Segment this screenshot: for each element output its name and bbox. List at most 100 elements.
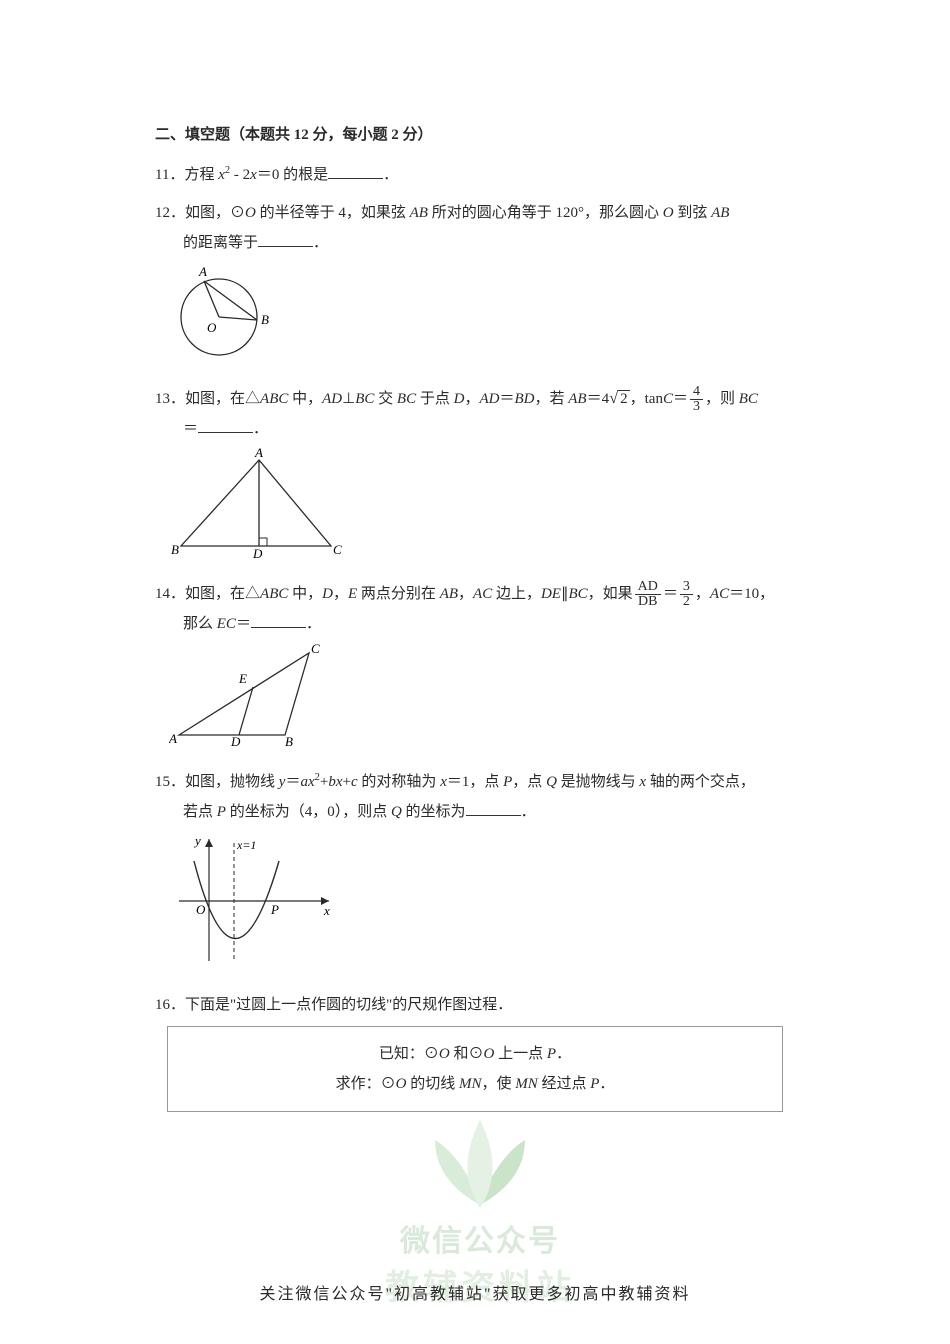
q13-t9: ＝4: [587, 391, 610, 407]
svg-text:B: B: [171, 542, 179, 557]
q12-fig-A: A: [198, 264, 207, 279]
q15-t4: ＝1，点: [447, 774, 503, 790]
svg-text:C: C: [333, 542, 342, 557]
question-12: 12．如图，⊙O 的半径等于 4，如果弦 AB 所对的圆心角等于 120°，那么…: [155, 198, 795, 373]
q14-t8: ，如果: [588, 586, 633, 602]
q13-BC1: BC: [355, 391, 374, 407]
q12-num: 12．: [155, 205, 185, 221]
q14-D: D: [322, 586, 333, 602]
q13-t11: ＝: [673, 391, 688, 407]
q14-t9: ＝: [663, 586, 678, 602]
q11-x1: x: [218, 167, 225, 183]
q15-Q2: Q: [391, 804, 402, 820]
q14-BC: BC: [568, 586, 587, 602]
q11-x2: x: [250, 167, 257, 183]
svg-text:A: A: [254, 448, 263, 460]
q14-AC2: AC: [710, 586, 729, 602]
question-14: 14．如图，在△ABC 中，D，E 两点分别在 AB，AC 边上，DE∥BC，如…: [155, 579, 795, 759]
q12-fig-B: B: [261, 312, 269, 327]
q13-frac: 43: [690, 385, 703, 414]
q13-t6: ，: [464, 391, 479, 407]
watermark-line1: 微信公众号: [300, 1216, 660, 1260]
q14-AB: AB: [440, 586, 458, 602]
q14-figure: A D B E C: [169, 643, 795, 759]
q13-num: 13．: [155, 391, 185, 407]
q14-f1n: AD: [635, 580, 661, 595]
page-content: 二、填空题（本题共 12 分，每小题 2 分） 11．方程 x2 - 2x＝0 …: [0, 0, 950, 1180]
section-title: 二、填空题（本题共 12 分，每小题 2 分）: [155, 120, 795, 150]
question-15: 15．如图，抛物线 y＝ax2+bx+c 的对称轴为 x＝1，点 P，点 Q 是…: [155, 767, 795, 982]
q14-f2d: 2: [680, 595, 693, 609]
q14-num: 14．: [155, 586, 185, 602]
q13-blank: [198, 418, 253, 433]
svg-text:y: y: [193, 833, 201, 848]
q13-frac-num: 4: [690, 385, 703, 400]
q13-t7: ＝: [499, 391, 514, 407]
q15-t3: 的对称轴为: [358, 774, 441, 790]
q14-t5: ，: [458, 586, 473, 602]
q13-BC2: BC: [397, 391, 416, 407]
q15-num: 15．: [155, 774, 185, 790]
q14-DE: DE: [541, 586, 561, 602]
q12-t2: 的半径等于 4，如果弦: [256, 205, 410, 221]
q13-t1: 如图，在△: [185, 391, 260, 407]
q16-text: 下面是"过圆上一点作圆的切线"的尺规作图过程．: [185, 997, 512, 1013]
q13-frac-den: 3: [690, 400, 703, 414]
q12-t4: 到弦: [674, 205, 712, 221]
page-footer: 关注微信公众号"初高教辅站"获取更多初高中教辅资料: [0, 1280, 950, 1304]
q15-x1: x: [308, 774, 315, 790]
q15-Q1: Q: [546, 774, 557, 790]
q13-BD: BD: [514, 391, 534, 407]
q11-mid: - 2: [230, 167, 250, 183]
svg-text:x: x: [323, 903, 330, 918]
q14-frac2: 32: [680, 580, 693, 609]
q15-t7: 轴的两个交点，: [646, 774, 755, 790]
q11-blank: [328, 164, 383, 179]
q12-figure: A B O: [169, 262, 795, 373]
q14-l2a: 那么: [183, 616, 217, 632]
q14-t6: 边上，: [492, 586, 541, 602]
watermark: 微信公众号 教辅资料站: [300, 1090, 660, 1309]
q13-t3: ⊥: [342, 391, 355, 407]
q12-tail: ．: [313, 235, 328, 251]
q12-AB2: AB: [711, 205, 729, 221]
q11-r: ＝0 的根是: [257, 167, 328, 183]
svg-text:x=1: x=1: [236, 838, 256, 852]
q11-pre: 方程: [184, 167, 218, 183]
q15-P2: P: [217, 804, 226, 820]
svg-text:B: B: [285, 734, 293, 748]
q15-l2c: 的坐标为: [402, 804, 466, 820]
q15-t5: ，点: [512, 774, 546, 790]
question-11: 11．方程 x2 - 2x＝0 的根是．: [155, 160, 795, 190]
q14-ABC: ABC: [260, 586, 288, 602]
q13-rad: 2: [618, 390, 630, 407]
svg-text:D: D: [230, 734, 241, 748]
q14-EC: EC: [217, 616, 236, 632]
q14-t2: 中，: [288, 586, 322, 602]
q16-num: 16．: [155, 997, 185, 1013]
q15-c: c: [351, 774, 358, 790]
q12-AB1: AB: [410, 205, 428, 221]
q16-box-line1: 已知：⊙O 和⊙O 上一点 P．: [188, 1039, 762, 1069]
q13-C: C: [663, 391, 673, 407]
q15-x3: x: [440, 774, 447, 790]
q13-AD1: AD: [322, 391, 342, 407]
q13-t5: 于点: [416, 391, 454, 407]
q14-f2n: 3: [680, 580, 693, 595]
q15-t2: ＝: [285, 774, 300, 790]
q15-P1: P: [503, 774, 512, 790]
q15-x2: x: [336, 774, 343, 790]
q13-figure: A B C D: [169, 448, 795, 571]
q14-t3: ，: [333, 586, 348, 602]
q14-t1: 如图，在△: [185, 586, 260, 602]
q12-t3: 所对的圆心角等于 120°，那么圆心: [428, 205, 663, 221]
q13-t2: 中，: [288, 391, 322, 407]
q11-tail: ．: [383, 167, 398, 183]
q13-AB: AB: [568, 391, 586, 407]
q15-a: a: [300, 774, 308, 790]
q14-f1d: DB: [635, 595, 661, 609]
svg-text:C: C: [311, 643, 320, 656]
q14-E: E: [348, 586, 357, 602]
q12-O1: O: [245, 205, 256, 221]
q13-tail: ．: [253, 421, 268, 437]
